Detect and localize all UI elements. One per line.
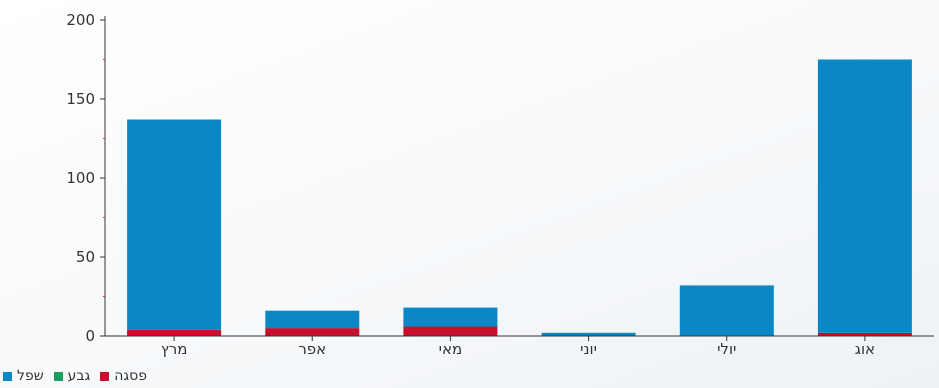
bar-segment[interactable] bbox=[403, 307, 498, 327]
bar-segment[interactable] bbox=[403, 326, 498, 337]
bar-segment[interactable] bbox=[265, 310, 360, 329]
x-tick-label: מרץ bbox=[161, 340, 188, 358]
legend-swatch bbox=[53, 371, 63, 381]
bars-layer bbox=[127, 59, 912, 337]
bar-segment[interactable] bbox=[265, 328, 360, 336]
legend-item[interactable]: שפל bbox=[3, 368, 44, 384]
y-tick-label: 150 bbox=[66, 90, 95, 108]
bar-segment[interactable] bbox=[817, 59, 912, 333]
x-tick-label: מאי bbox=[439, 340, 463, 358]
legend-swatch bbox=[3, 371, 12, 381]
bar-segment[interactable] bbox=[127, 119, 222, 330]
x-tick-label: אוג bbox=[855, 340, 875, 358]
bar-segment[interactable] bbox=[541, 332, 636, 336]
legend: פסגה גבע שפל bbox=[3, 366, 147, 386]
axes-layer: 0 50 100 150 200 מרץ אפר מאי יוני יולי אוג bbox=[66, 11, 934, 358]
bar-segment[interactable] bbox=[127, 329, 222, 336]
y-tick-label: 50 bbox=[76, 248, 95, 266]
legend-swatch bbox=[100, 371, 110, 381]
y-tick-label: 100 bbox=[66, 169, 95, 187]
bar-segment[interactable] bbox=[817, 332, 912, 336]
x-tick-label: יוני bbox=[580, 340, 597, 358]
legend-label: גבע bbox=[67, 368, 91, 384]
legend-label: שפל bbox=[17, 368, 44, 384]
y-tick-label: 200 bbox=[66, 11, 95, 29]
x-tick-label: אפר bbox=[298, 340, 326, 358]
legend-item[interactable]: גבע bbox=[53, 368, 91, 384]
legend-item[interactable]: פסגה bbox=[100, 368, 147, 384]
legend-label: פסגה bbox=[114, 368, 148, 384]
x-tick-label: יולי bbox=[717, 340, 736, 358]
y-tick-label: 0 bbox=[85, 327, 95, 345]
bar-segment[interactable] bbox=[679, 285, 774, 336]
